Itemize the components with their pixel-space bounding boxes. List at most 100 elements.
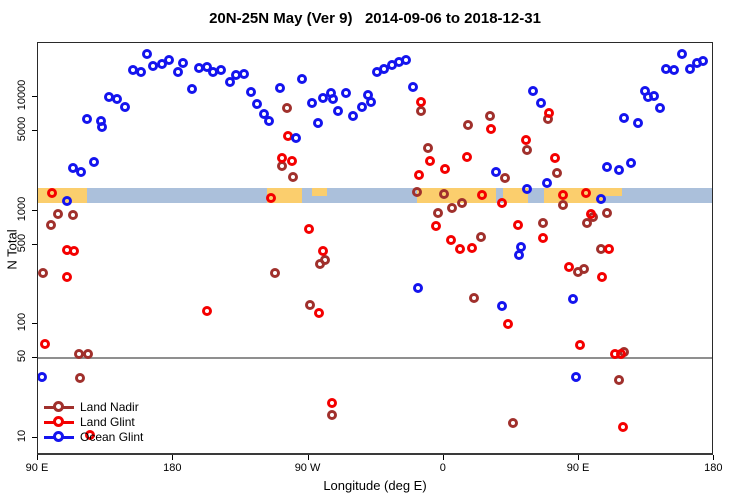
- data-point-ocean-glint: [111, 93, 122, 104]
- data-point-land-glint: [439, 164, 450, 175]
- data-point-land-glint: [266, 192, 277, 203]
- data-point-ocean-glint: [366, 96, 377, 107]
- data-point-ocean-glint: [224, 77, 235, 88]
- data-point-ocean-glint: [677, 48, 688, 59]
- data-point-land-nadir: [439, 188, 449, 199]
- data-point-land-glint: [585, 208, 596, 219]
- data-point-land-glint: [454, 243, 465, 254]
- y-tick: [32, 323, 37, 325]
- data-point-ocean-glint: [333, 106, 344, 117]
- data-point-ocean-glint: [613, 164, 624, 175]
- ocean-glint-marker-icon: [53, 431, 64, 442]
- data-point-land-nadir: [581, 217, 592, 228]
- data-point-land-nadir: [446, 203, 457, 213]
- data-point-land-glint: [277, 152, 288, 163]
- data-point-land-glint: [47, 187, 58, 198]
- data-point-ocean-glint: [357, 102, 368, 113]
- data-point-ocean-glint: [186, 83, 197, 94]
- data-point-land-glint: [563, 261, 574, 272]
- data-point-land-nadir: [433, 208, 443, 218]
- data-point-ocean-glint: [348, 110, 359, 121]
- data-point-ocean-glint: [625, 157, 636, 168]
- data-point-land-glint: [462, 151, 472, 162]
- data-point-land-glint: [61, 272, 72, 283]
- data-point-land-nadir: [537, 217, 548, 228]
- data-point-land-nadir: [52, 209, 63, 220]
- legend-label-ocean-glint: Ocean Glint: [80, 430, 144, 444]
- data-point-ocean-glint: [264, 115, 275, 126]
- data-point-ocean-glint: [685, 63, 696, 74]
- data-point-land-glint: [617, 421, 628, 432]
- data-point-ocean-glint: [648, 90, 659, 101]
- data-point-ocean-glint: [215, 65, 226, 76]
- data-point-ocean-glint: [496, 300, 507, 311]
- data-point-land-nadir: [412, 186, 423, 197]
- x-tick-label: 90 E: [566, 462, 590, 474]
- x-tick-label: 90 W: [294, 462, 321, 474]
- data-point-ocean-glint: [75, 167, 86, 178]
- data-point-ocean-glint: [291, 132, 302, 143]
- data-point-land-glint: [520, 135, 531, 146]
- x-tick: [37, 455, 38, 460]
- y-tick-label: 10: [16, 429, 28, 442]
- land-nadir-marker-icon: [53, 401, 64, 412]
- data-point-land-nadir: [462, 120, 473, 131]
- plot-border: [37, 42, 713, 455]
- plot-area: [37, 42, 713, 455]
- y-tick: [32, 436, 37, 438]
- data-point-land-nadir: [456, 197, 467, 208]
- data-point-ocean-glint: [177, 58, 188, 69]
- data-point-ocean-glint: [601, 162, 612, 173]
- data-point-land-glint: [68, 245, 79, 256]
- data-point-ocean-glint: [515, 241, 526, 252]
- data-point-land-glint: [557, 189, 568, 200]
- map-strip-land: [502, 188, 528, 203]
- x-tick-label: 180: [704, 462, 723, 474]
- x-tick-label: 0: [439, 462, 446, 474]
- data-point-land-nadir: [73, 349, 84, 360]
- data-point-land-nadir: [45, 219, 56, 230]
- data-point-land-nadir: [327, 410, 338, 421]
- x-tick: [578, 455, 580, 460]
- data-point-land-nadir: [468, 292, 479, 303]
- y-tick: [32, 357, 37, 359]
- data-point-ocean-glint: [379, 64, 390, 75]
- x-tick-label: 90 E: [25, 462, 49, 474]
- data-point-ocean-glint: [328, 93, 339, 104]
- data-point-ocean-glint: [141, 48, 152, 59]
- data-point-land-nadir: [551, 167, 562, 178]
- data-point-land-glint: [445, 234, 456, 245]
- data-point-land-nadir: [305, 299, 316, 310]
- data-point-land-nadir: [557, 200, 568, 210]
- data-point-land-glint: [39, 339, 50, 350]
- data-point-ocean-glint: [567, 294, 578, 305]
- data-point-land-glint: [327, 398, 338, 409]
- data-point-land-glint: [485, 123, 496, 134]
- chart-title: 20N-25N May (Ver 9) 2014-09-06 to 2018-1…: [209, 10, 541, 27]
- data-point-land-glint: [512, 219, 523, 230]
- data-point-ocean-glint: [252, 98, 263, 109]
- data-point-ocean-glint: [341, 87, 352, 98]
- data-point-ocean-glint: [163, 54, 174, 65]
- data-point-ocean-glint: [307, 98, 318, 109]
- x-tick: [713, 455, 715, 460]
- data-point-ocean-glint: [655, 103, 666, 114]
- data-point-ocean-glint: [172, 67, 183, 78]
- data-point-land-nadir: [499, 172, 510, 183]
- data-point-land-nadir: [507, 418, 518, 428]
- data-point-land-nadir: [613, 374, 624, 385]
- data-point-land-glint: [596, 271, 607, 282]
- data-point-land-glint: [615, 349, 626, 360]
- data-point-ocean-glint: [632, 118, 643, 129]
- data-point-ocean-glint: [119, 102, 130, 113]
- data-point-land-nadir: [484, 110, 495, 121]
- data-point-land-glint: [416, 96, 427, 107]
- data-point-land-glint: [425, 155, 436, 166]
- data-point-ocean-glint: [521, 184, 532, 195]
- data-point-ocean-glint: [490, 166, 501, 177]
- land-glint-marker-icon: [53, 416, 64, 427]
- y-axis-label: N Total: [4, 229, 20, 270]
- data-point-land-glint: [496, 197, 507, 208]
- x-tick: [307, 455, 309, 460]
- y-tick: [32, 96, 37, 98]
